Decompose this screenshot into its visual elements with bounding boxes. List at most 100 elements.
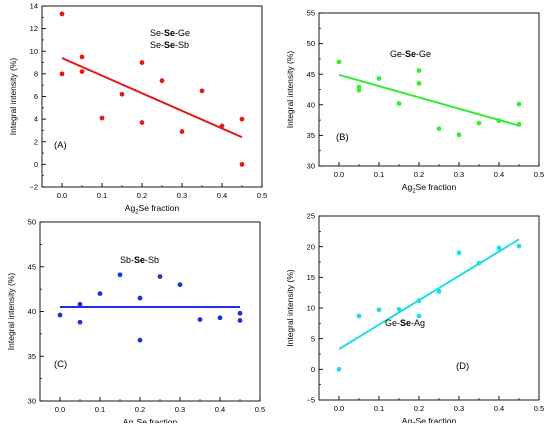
- data-point: [57, 312, 63, 318]
- data-point: [177, 282, 183, 288]
- data-point: [396, 101, 402, 106]
- y-tick-label: 55: [307, 9, 315, 18]
- x-tick-label: 0.3: [454, 404, 464, 413]
- data-point: [336, 59, 342, 65]
- plot-frame: [39, 221, 261, 402]
- y-tick-label: −2: [29, 183, 38, 192]
- y-tick-label: 2: [34, 137, 38, 146]
- data-point: [356, 87, 362, 93]
- data-point: [239, 161, 245, 167]
- y-tick-label: −5: [306, 396, 315, 405]
- y-tick-label: 45: [307, 70, 315, 79]
- data-point: [476, 120, 482, 126]
- y-tick-label: 35: [307, 131, 315, 140]
- data-point: [119, 91, 125, 97]
- panel-label: (D): [456, 361, 469, 372]
- data-point: [139, 60, 145, 65]
- chart-panel-1: 0.0 0.1 0.2 0.3 0.4 0.5 −2 0 2 4 6 8 10 12 14 Integral …: [8, 2, 267, 216]
- y-axis-label: Integral intensity (%): [285, 269, 295, 347]
- data-point: [496, 118, 502, 124]
- data-point: [356, 313, 362, 319]
- data-point: [237, 310, 243, 316]
- data-point: [59, 71, 65, 77]
- panel-label: (B): [336, 132, 349, 143]
- chart-panel-3: 0.0 0.1 0.2 0.3 0.4 0.5 30 35 40 45 50 Integral int…: [6, 218, 265, 428]
- bond-annotation: Ge-Se-Ag: [385, 318, 425, 328]
- y-tick-label: 30: [28, 397, 36, 406]
- y-tick-label: 30: [307, 162, 315, 171]
- data-point: [77, 319, 83, 325]
- panel-label: (A): [54, 140, 67, 151]
- data-point: [217, 315, 223, 321]
- data-point: [99, 115, 105, 121]
- y-tick-label: 35: [28, 352, 36, 361]
- y-tick-label: 8: [34, 69, 38, 78]
- bond-annotation: Se-Se-Sb: [150, 40, 189, 50]
- y-tick-label: 40: [307, 100, 315, 109]
- data-point: [77, 301, 83, 307]
- data-point: [396, 306, 402, 312]
- y-tick-label: 25: [307, 212, 315, 221]
- y-tick-label: 0: [34, 160, 38, 169]
- data-point: [137, 337, 143, 343]
- data-point: [237, 318, 243, 323]
- data-point: [416, 80, 422, 86]
- y-tick-label: 15: [307, 273, 315, 282]
- x-tick-label: 0.3: [454, 170, 464, 179]
- x-axis-label: Ag2Se fraction: [125, 203, 180, 216]
- data-point: [456, 250, 462, 256]
- x-tick-label: 0.2: [414, 170, 424, 179]
- chart-panel-4: 0.0 0.1 0.2 0.3 0.4 0.5 −5 0 5 10 15 20 25 Integral i…: [285, 212, 544, 428]
- fit-line: [338, 238, 520, 350]
- y-tick-label: 10: [30, 47, 38, 56]
- x-tick-label: 0.5: [534, 404, 544, 413]
- bond-annotation: Sb-Se-Sb: [120, 255, 159, 265]
- x-axis-label: Ag2Se fraction: [402, 416, 457, 423]
- x-tick-label: 0.3: [175, 405, 185, 414]
- x-tick-label: 0.2: [414, 404, 424, 413]
- x-axis-label: Ag2Se fraction: [123, 417, 178, 423]
- y-tick-label: 50: [307, 39, 315, 48]
- x-tick-label: 0.0: [334, 170, 344, 179]
- data-point: [416, 313, 422, 319]
- y-tick-label: 5: [311, 334, 315, 343]
- y-axis-label: Integral intensity (%): [8, 58, 18, 136]
- data-point: [416, 68, 422, 73]
- data-point: [376, 76, 382, 81]
- data-point: [516, 101, 522, 107]
- x-tick-label: 0.4: [494, 404, 504, 413]
- data-point: [79, 69, 85, 75]
- bond-annotation: Se-Se-Ge: [150, 28, 190, 38]
- y-tick-label: 10: [307, 304, 315, 313]
- x-tick-label: 0.5: [255, 405, 265, 414]
- data-point: [376, 307, 382, 313]
- x-tick-label: 0.5: [257, 191, 267, 200]
- data-point: [97, 291, 103, 296]
- y-tick-label: 6: [34, 92, 38, 101]
- x-tick-label: 0.5: [534, 170, 544, 179]
- x-tick-label: 0.2: [137, 191, 147, 200]
- fit-line: [61, 57, 243, 139]
- data-point: [179, 129, 185, 134]
- x-tick-label: 0.2: [135, 405, 145, 414]
- data-point: [336, 366, 342, 372]
- data-point: [157, 274, 163, 279]
- data-point: [79, 54, 85, 60]
- data-point: [219, 123, 225, 129]
- data-point: [117, 272, 123, 278]
- data-point: [516, 243, 522, 249]
- data-point: [456, 132, 462, 138]
- data-point: [239, 116, 245, 122]
- chart-panel-2: 0.0 0.1 0.2 0.3 0.4 0.5 30 35 40 45 50 55 Integral i…: [285, 9, 544, 195]
- data-point: [436, 289, 442, 294]
- y-tick-label: 20: [307, 242, 315, 251]
- data-point: [139, 120, 145, 125]
- x-tick-label: 0.4: [217, 191, 227, 200]
- y-axis-label: Integral intensity (%): [6, 273, 16, 351]
- y-tick-label: 0: [311, 365, 315, 374]
- data-point: [496, 245, 502, 251]
- data-point: [199, 88, 205, 94]
- x-tick-label: 0.1: [374, 170, 384, 179]
